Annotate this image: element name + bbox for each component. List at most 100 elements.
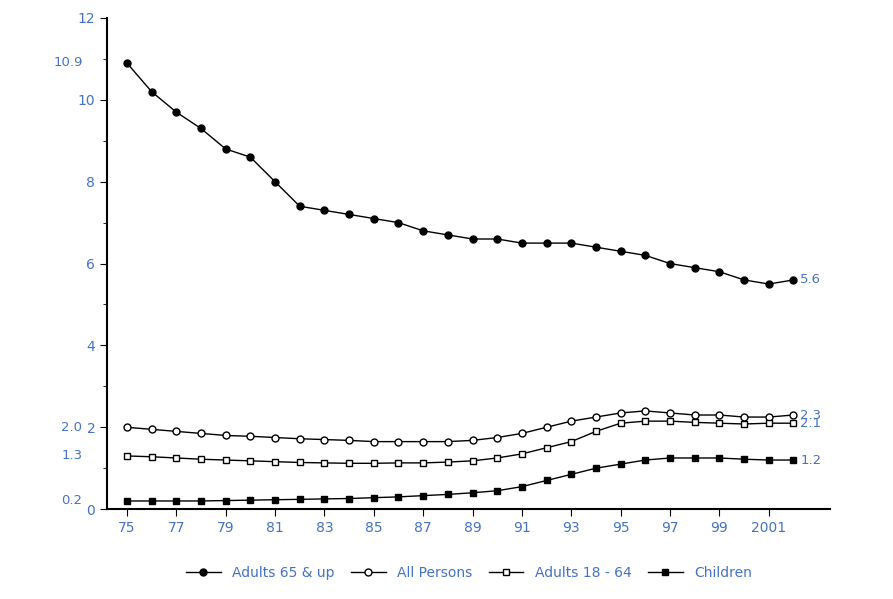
Text: 5.6: 5.6	[800, 273, 822, 286]
Adults 65 & up	[467, 235, 478, 243]
All Persons	[245, 432, 255, 440]
Adults 18 - 64	[295, 459, 305, 466]
Adults 18 - 64	[640, 418, 651, 425]
Adults 65 & up	[121, 59, 132, 66]
All Persons	[764, 413, 774, 420]
All Persons	[121, 423, 132, 431]
Legend: Adults 65 & up, All Persons, Adults 18 - 64, Children: Adults 65 & up, All Persons, Adults 18 -…	[180, 561, 757, 586]
All Persons	[196, 430, 206, 437]
Children	[689, 455, 700, 462]
Children	[443, 491, 454, 498]
All Persons	[418, 438, 429, 445]
All Persons	[739, 413, 749, 420]
Children	[418, 492, 429, 499]
Adults 65 & up	[590, 244, 601, 251]
Text: 2.3: 2.3	[800, 409, 822, 422]
Adults 65 & up	[640, 252, 651, 259]
Adults 65 & up	[714, 268, 725, 276]
Line: All Persons: All Persons	[123, 407, 797, 445]
All Persons	[566, 418, 577, 425]
Adults 18 - 64	[714, 419, 725, 426]
Adults 18 - 64	[146, 453, 157, 461]
Adults 18 - 64	[789, 419, 799, 426]
Adults 18 - 64	[516, 450, 527, 458]
Text: 1.2: 1.2	[800, 453, 822, 467]
All Persons	[640, 407, 651, 415]
All Persons	[492, 434, 503, 441]
Children	[344, 495, 355, 502]
Adults 18 - 64	[590, 428, 601, 435]
Line: Adults 65 & up: Adults 65 & up	[123, 59, 797, 288]
Adults 65 & up	[295, 202, 305, 210]
Adults 65 & up	[369, 215, 380, 222]
Adults 65 & up	[764, 280, 774, 288]
All Persons	[443, 438, 454, 445]
Adults 18 - 64	[221, 456, 231, 464]
Adults 65 & up	[739, 276, 749, 283]
Adults 18 - 64	[270, 458, 280, 465]
Children	[319, 495, 330, 503]
Adults 65 & up	[615, 248, 626, 255]
Adults 65 & up	[245, 153, 255, 161]
Line: Adults 18 - 64: Adults 18 - 64	[123, 418, 797, 467]
Adults 18 - 64	[319, 459, 330, 467]
All Persons	[295, 435, 305, 442]
Adults 65 & up	[689, 264, 700, 271]
Adults 65 & up	[664, 260, 675, 267]
Children	[789, 456, 799, 464]
All Persons	[319, 436, 330, 443]
Adults 65 & up	[319, 207, 330, 214]
Adults 18 - 64	[196, 456, 206, 463]
Adults 65 & up	[171, 108, 181, 116]
All Persons	[664, 409, 675, 416]
Children	[270, 496, 280, 503]
Adults 65 & up	[344, 211, 355, 218]
Adults 18 - 64	[418, 459, 429, 467]
All Persons	[516, 430, 527, 437]
Adults 65 & up	[270, 178, 280, 185]
Children	[393, 494, 404, 501]
All Persons	[344, 437, 355, 444]
Children	[369, 494, 380, 501]
Children	[171, 497, 181, 504]
Adults 18 - 64	[664, 418, 675, 425]
All Persons	[393, 438, 404, 445]
Adults 18 - 64	[393, 459, 404, 467]
All Persons	[714, 412, 725, 419]
Adults 65 & up	[393, 219, 404, 226]
Adults 65 & up	[196, 125, 206, 132]
Text: 2.0: 2.0	[62, 420, 82, 434]
Children	[739, 456, 749, 463]
All Persons	[171, 428, 181, 435]
Adults 65 & up	[492, 235, 503, 243]
Adults 65 & up	[566, 240, 577, 247]
All Persons	[270, 434, 280, 441]
Adults 65 & up	[146, 88, 157, 95]
Children	[146, 497, 157, 504]
Children	[615, 461, 626, 468]
Adults 18 - 64	[689, 419, 700, 426]
Adults 18 - 64	[541, 444, 552, 452]
Line: Children: Children	[123, 455, 797, 504]
All Persons	[615, 409, 626, 416]
Adults 18 - 64	[245, 457, 255, 464]
Children	[590, 465, 601, 472]
Adults 18 - 64	[739, 420, 749, 428]
Children	[121, 497, 132, 504]
Children	[196, 497, 206, 504]
Adults 65 & up	[418, 227, 429, 234]
Children	[221, 497, 231, 504]
Adults 18 - 64	[492, 455, 503, 462]
Children	[245, 497, 255, 504]
Children	[714, 455, 725, 462]
Adults 18 - 64	[443, 458, 454, 465]
All Persons	[689, 412, 700, 419]
Adults 18 - 64	[369, 459, 380, 467]
Children	[640, 456, 651, 464]
Adults 18 - 64	[467, 457, 478, 464]
Children	[566, 471, 577, 478]
Adults 65 & up	[541, 240, 552, 247]
Children	[516, 483, 527, 490]
Adults 18 - 64	[121, 452, 132, 459]
All Persons	[590, 413, 601, 420]
